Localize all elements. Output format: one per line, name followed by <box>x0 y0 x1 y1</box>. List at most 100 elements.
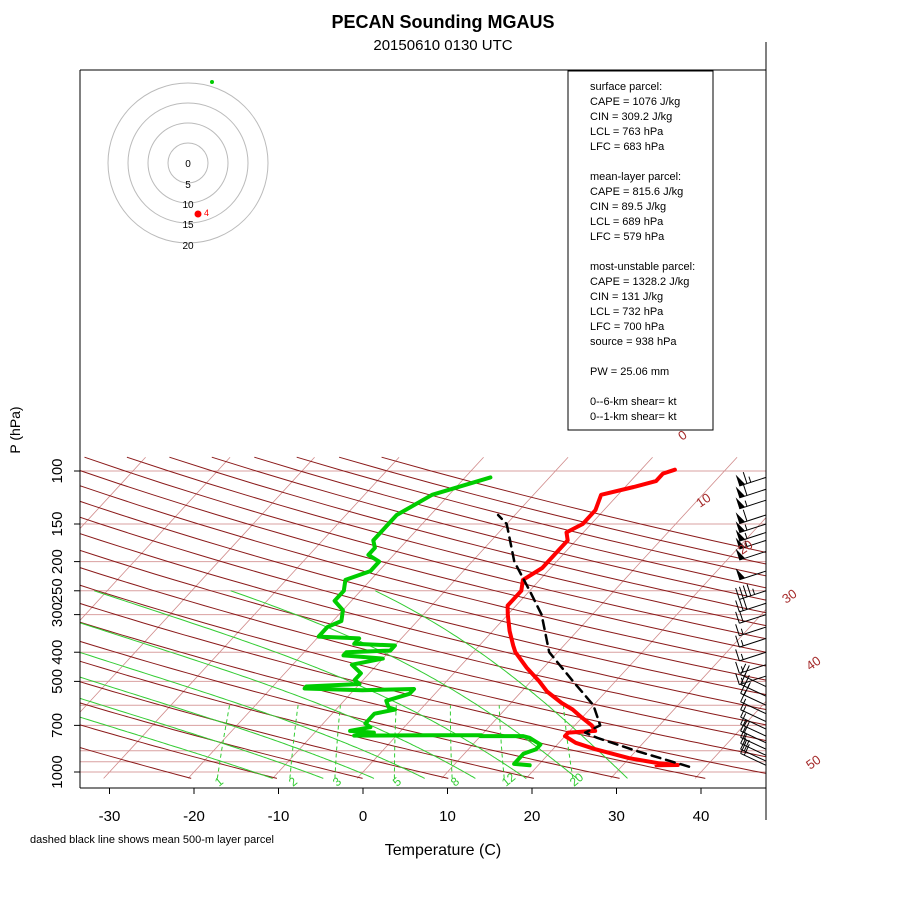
mixing-ratio-3 <box>334 705 341 779</box>
hodograph-ring-label-0: 0 <box>185 159 191 170</box>
wind-barb-720 <box>740 706 767 730</box>
info-surface-cape: CAPE = 1076 J/kg <box>590 96 680 108</box>
info-mu-source: source = 938 hPa <box>590 336 677 348</box>
wind-barb-170 <box>735 537 767 550</box>
info-ml-lfc: LFC = 579 hPa <box>590 231 665 243</box>
wind-barb-half-feather <box>748 476 752 483</box>
hodograph-green-dot <box>210 80 214 84</box>
hodograph-ring-10 <box>147 122 229 204</box>
wind-barb-half-feather <box>744 500 748 507</box>
grid-layer <box>80 456 766 779</box>
y-tick-label-300: 300 <box>49 602 66 627</box>
footnote: dashed black line shows mean 500-m layer… <box>30 834 274 846</box>
wind-barb-feather <box>735 587 740 600</box>
dry-adiabat-290 <box>80 660 535 779</box>
wind-barb-150 <box>735 521 767 534</box>
hodograph-ring-label-5: 5 <box>185 180 191 191</box>
chart-title: PECAN Sounding MGAUS <box>332 12 555 32</box>
info-surface-header: surface parcel: <box>590 81 662 93</box>
wind-barb-feather <box>740 698 747 710</box>
dry-adiabat-370 <box>80 516 766 696</box>
y-tick-label-250: 250 <box>49 578 66 603</box>
wind-barb-shaft <box>739 550 767 561</box>
wind-barb-880 <box>740 732 767 756</box>
wind-barb-160 <box>735 529 767 542</box>
mixing-ratio-label-8: 8 <box>448 774 462 789</box>
wind-barb-shaft <box>740 692 767 706</box>
wind-barb-440 <box>735 661 767 674</box>
isotherm--20 <box>187 456 484 779</box>
wind-barb-760 <box>740 713 767 737</box>
y-tick-label-700: 700 <box>49 713 66 738</box>
wind-barb-shaft <box>739 488 767 499</box>
wind-barb-shaft <box>740 723 767 737</box>
wind-barb-640 <box>740 690 767 715</box>
dry-adiabat-400 <box>80 470 766 653</box>
y-tick-label-100: 100 <box>49 458 66 483</box>
isotherm-label-40: 40 <box>803 653 823 674</box>
wind-barb-250 <box>735 584 767 600</box>
moist-adiabat--10 <box>80 716 273 779</box>
mixing-ratio-5 <box>393 705 397 779</box>
y-tick-label-200: 200 <box>49 549 66 574</box>
wind-barb-115 <box>735 483 767 499</box>
wind-barb-feather <box>740 738 747 750</box>
x-tick-label-10: 10 <box>439 808 456 825</box>
wind-barb-shaft <box>739 514 767 525</box>
wind-barb-half-feather <box>743 720 748 727</box>
wind-barb-shaft <box>740 709 767 723</box>
wind-barb-feather <box>735 600 740 613</box>
wind-barb-feather <box>743 744 750 756</box>
moist-adiabat-20 <box>94 590 527 779</box>
info-surface-cin: CIN = 309.2 J/kg <box>590 111 672 123</box>
wind-barb-shaft <box>740 753 767 766</box>
wind-barb-flag <box>735 512 746 524</box>
dry-adiabat-420 <box>126 456 766 627</box>
wind-barb-330 <box>735 624 767 637</box>
wind-barb-feather <box>740 682 747 694</box>
dry-adiabat-410 <box>84 456 766 640</box>
isotherm--10 <box>272 456 569 779</box>
wind-barb-800 <box>740 719 767 744</box>
hodograph-point <box>194 210 202 218</box>
hodograph-ring-5 <box>167 142 209 184</box>
isotherm--30 <box>103 456 400 779</box>
wind-barb-flag <box>735 529 746 542</box>
info-mu-header: most-unstable parcel: <box>590 261 695 273</box>
moist-adiabat-2 <box>80 676 375 779</box>
wind-barb-feather <box>738 610 744 623</box>
hodograph: 0 5 10 15 20 4 <box>106 80 270 252</box>
wind-barb-half-feather <box>744 540 748 547</box>
dry-adiabat-340 <box>80 567 766 742</box>
wind-barb-feather <box>735 673 740 685</box>
dry-adiabat-310 <box>80 621 706 779</box>
series-layer <box>302 467 691 768</box>
wind-barb-105 <box>735 471 767 487</box>
wind-barb-half-feather <box>740 640 744 647</box>
mixing-ratio-label-5: 5 <box>390 774 404 789</box>
info-mu-lfc: LFC = 700 hPa <box>590 321 665 333</box>
wind-barb-feather <box>740 726 747 738</box>
wind-barb-feather <box>738 586 744 599</box>
svg-text:surface parcel: CAPE = 1: surface parcel: CAPE = 1076 J/kg CIN = 3… <box>590 81 698 423</box>
mixing-ratio-label-2: 2 <box>286 774 300 789</box>
hodograph-ring-label-10: 10 <box>182 200 194 211</box>
mixing-ratio-2 <box>289 705 299 779</box>
wind-barb-flag <box>735 474 746 487</box>
info-ml-lcl: LCL = 689 hPa <box>590 216 664 228</box>
wind-barb-half-feather <box>752 588 756 595</box>
wind-barb-shaft <box>740 730 767 744</box>
wind-barb-flag <box>735 497 746 509</box>
wind-barb-feather <box>740 713 747 725</box>
wind-barb-shaft <box>739 614 767 624</box>
wind-barb-flag <box>735 537 746 550</box>
info-ml-cape: CAPE = 815.6 J/kg <box>590 186 683 198</box>
wind-barb-185 <box>735 548 767 561</box>
series-temperature <box>505 467 680 768</box>
isotherm--60 <box>80 456 146 530</box>
y-tick-label-150: 150 <box>49 511 66 536</box>
isotherm--40 <box>80 456 315 713</box>
dry-adiabat-250 <box>80 747 192 779</box>
wind-barb-shaft <box>739 499 767 510</box>
dry-adiabat-360 <box>80 533 766 711</box>
